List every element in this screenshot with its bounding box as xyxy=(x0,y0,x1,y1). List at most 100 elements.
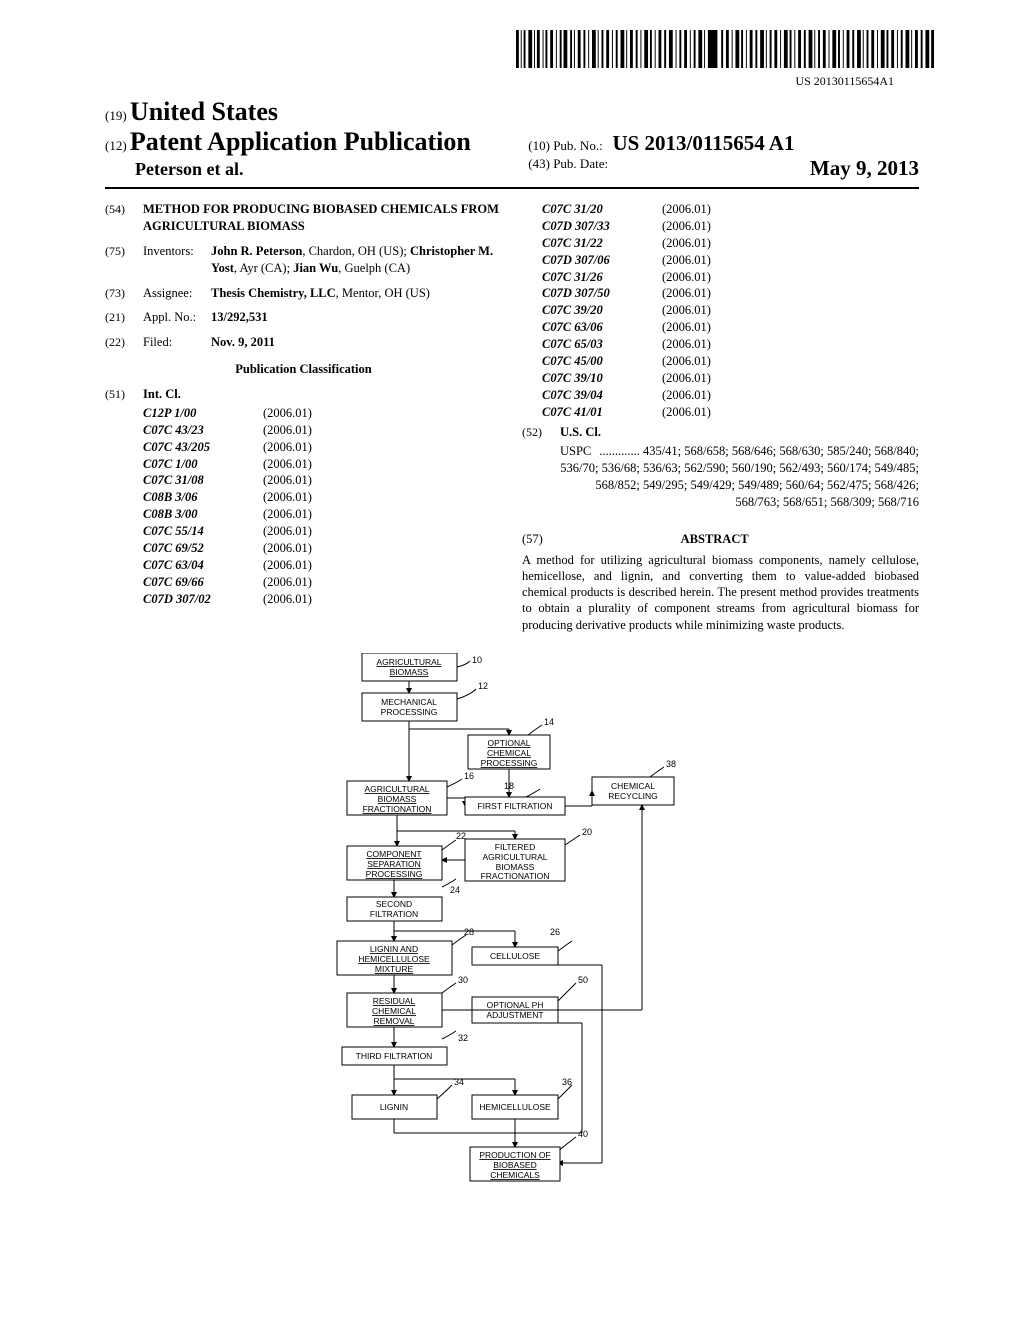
svg-text:BIOMASS: BIOMASS xyxy=(390,667,429,677)
svg-text:CHEMICALS: CHEMICALS xyxy=(490,1170,540,1180)
cl-year: (2006.01) xyxy=(263,472,353,489)
application-number: 13/292,531 xyxy=(211,309,502,326)
cl-code: C07C 45/00 xyxy=(542,353,662,370)
header-rule-top xyxy=(105,187,919,189)
cl-year: (2006.01) xyxy=(263,591,353,608)
classification-row: C07D 307/02(2006.01) xyxy=(143,591,502,608)
svg-text:AGRICULTURAL: AGRICULTURAL xyxy=(482,852,547,862)
assignee: Thesis Chemistry, LLC, Mentor, OH (US) xyxy=(211,285,502,302)
svg-text:ADJUSTMENT: ADJUSTMENT xyxy=(486,1010,543,1020)
classification-row: C07C 55/14(2006.01) xyxy=(143,523,502,540)
intcl-table-right: C07C 31/20(2006.01)C07D 307/33(2006.01)C… xyxy=(542,201,919,420)
cl-code: C07C 39/10 xyxy=(542,370,662,387)
classification-row: C08B 3/00(2006.01) xyxy=(143,506,502,523)
svg-text:20: 20 xyxy=(582,827,592,837)
cl-code: C07C 39/20 xyxy=(542,302,662,319)
cl-code: C07C 31/22 xyxy=(542,235,662,252)
classification-row: C07C 31/20(2006.01) xyxy=(542,201,919,218)
classification-row: C07C 31/08(2006.01) xyxy=(143,472,502,489)
inventors-label: Inventors: xyxy=(143,243,211,277)
flowchart-svg: .fbox { fill:#fff; stroke:#000; stroke-w… xyxy=(292,653,732,1263)
cl-year: (2006.01) xyxy=(662,218,752,235)
classification-row: C07C 65/03(2006.01) xyxy=(542,336,919,353)
cl-code: C07D 307/50 xyxy=(542,285,662,302)
cl-code: C07C 69/66 xyxy=(143,574,263,591)
cl-year: (2006.01) xyxy=(263,557,353,574)
classification-row: C07D 307/33(2006.01) xyxy=(542,218,919,235)
applno-label: Appl. No.: xyxy=(143,309,211,326)
svg-text:10: 10 xyxy=(472,655,482,665)
svg-text:14: 14 xyxy=(544,717,554,727)
classification-row: C07C 43/205(2006.01) xyxy=(143,439,502,456)
svg-text:FILTERED: FILTERED xyxy=(495,842,535,852)
intcl-label: Int. Cl. xyxy=(143,386,502,403)
barcode xyxy=(516,30,934,68)
classification-row: C07D 307/06(2006.01) xyxy=(542,252,919,269)
cl-code: C07C 69/52 xyxy=(143,540,263,557)
svg-text:LIGNIN: LIGNIN xyxy=(380,1102,408,1112)
barcode-text: US 20130115654A1 xyxy=(105,74,894,89)
cl-year: (2006.01) xyxy=(263,489,353,506)
svg-text:16: 16 xyxy=(464,771,474,781)
classification-row: C07C 69/52(2006.01) xyxy=(143,540,502,557)
classification-row: C07D 307/50(2006.01) xyxy=(542,285,919,302)
intcl-table-left: C12P 1/00(2006.01)C07C 43/23(2006.01)C07… xyxy=(143,405,502,608)
cl-year: (2006.01) xyxy=(263,523,353,540)
svg-text:BIOMASS: BIOMASS xyxy=(378,794,417,804)
code-52: (52) xyxy=(522,424,560,441)
country: United States xyxy=(130,97,278,126)
code-57: (57) xyxy=(522,532,543,546)
cl-code: C07C 63/06 xyxy=(542,319,662,336)
classification-heading: Publication Classification xyxy=(105,361,502,378)
cl-code: C07C 65/03 xyxy=(542,336,662,353)
cl-year: (2006.01) xyxy=(263,574,353,591)
cl-code: C07D 307/02 xyxy=(143,591,263,608)
cl-code: C07C 41/01 xyxy=(542,404,662,421)
code-51: (51) xyxy=(105,386,143,403)
classification-row: C07C 39/04(2006.01) xyxy=(542,387,919,404)
cl-code: C12P 1/00 xyxy=(143,405,263,422)
cl-code: C07C 43/23 xyxy=(143,422,263,439)
cl-year: (2006.01) xyxy=(662,285,752,302)
svg-text:FILTRATION: FILTRATION xyxy=(370,909,418,919)
abstract-heading: ABSTRACT xyxy=(546,531,883,548)
svg-text:AGRICULTURAL: AGRICULTURAL xyxy=(376,657,441,667)
svg-text:PROCESSING: PROCESSING xyxy=(366,869,423,879)
code-54: (54) xyxy=(105,201,143,235)
cl-code: C07C 31/26 xyxy=(542,269,662,286)
svg-text:40: 40 xyxy=(578,1129,588,1139)
left-column: (54) METHOD FOR PRODUCING BIOBASED CHEMI… xyxy=(105,201,502,633)
svg-text:AGRICULTURAL: AGRICULTURAL xyxy=(364,784,429,794)
patent-page: US 20130115654A1 (19) United States (12)… xyxy=(0,0,1024,1287)
svg-text:28: 28 xyxy=(464,927,474,937)
classification-row: C07C 41/01(2006.01) xyxy=(542,404,919,421)
svg-text:PROCESSING: PROCESSING xyxy=(481,758,538,768)
svg-text:FIRST FILTRATION: FIRST FILTRATION xyxy=(477,801,552,811)
svg-text:SECOND: SECOND xyxy=(376,899,412,909)
svg-text:CHEMICAL: CHEMICAL xyxy=(611,781,655,791)
classification-row: C07C 63/04(2006.01) xyxy=(143,557,502,574)
classification-row: C07C 69/66(2006.01) xyxy=(143,574,502,591)
body-columns: (54) METHOD FOR PRODUCING BIOBASED CHEMI… xyxy=(105,201,919,633)
pubdate-label: Pub. Date: xyxy=(553,156,608,171)
cl-code: C08B 3/06 xyxy=(143,489,263,506)
cl-year: (2006.01) xyxy=(662,235,752,252)
uscl-label: U.S. Cl. xyxy=(560,424,919,441)
svg-text:FRACTIONATION: FRACTIONATION xyxy=(363,804,432,814)
pubno-label: Pub. No.: xyxy=(553,138,602,153)
svg-text:RECYCLING: RECYCLING xyxy=(608,791,658,801)
svg-text:26: 26 xyxy=(550,927,560,937)
cl-code: C07D 307/06 xyxy=(542,252,662,269)
cl-year: (2006.01) xyxy=(662,404,752,421)
svg-text:18: 18 xyxy=(504,781,514,791)
classification-row: C08B 3/06(2006.01) xyxy=(143,489,502,506)
code-19: (19) xyxy=(105,108,127,123)
svg-text:OPTIONAL PH: OPTIONAL PH xyxy=(487,1000,544,1010)
cl-code: C07C 31/08 xyxy=(143,472,263,489)
svg-text:PRODUCTION OF: PRODUCTION OF xyxy=(479,1150,550,1160)
filed-date: Nov. 9, 2011 xyxy=(211,334,502,351)
classification-row: C07C 45/00(2006.01) xyxy=(542,353,919,370)
classification-row: C07C 1/00(2006.01) xyxy=(143,456,502,473)
svg-text:SEPARATION: SEPARATION xyxy=(367,859,421,869)
svg-text:50: 50 xyxy=(578,975,588,985)
